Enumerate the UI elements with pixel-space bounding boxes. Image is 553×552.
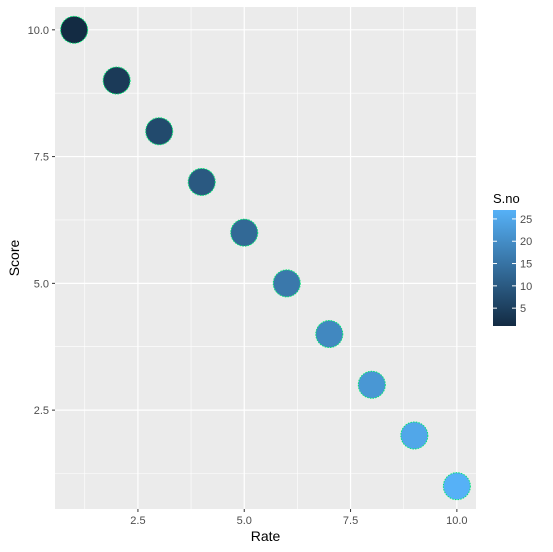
y-tick-label: 2.5 (34, 405, 49, 417)
x-axis-title: Rate (251, 528, 281, 544)
x-tick-label: 5.0 (237, 515, 252, 527)
grid-minor (55, 7, 476, 509)
legend-tick-label: 25 (520, 214, 532, 226)
legend-colorbar (493, 210, 516, 326)
data-point (230, 218, 259, 247)
data-point (60, 15, 89, 44)
data-point (102, 66, 131, 95)
data-points (60, 15, 471, 501)
data-point (272, 269, 301, 298)
data-point (187, 167, 216, 196)
legend-tick-label: 20 (520, 236, 532, 248)
grid-major (55, 7, 476, 509)
y-axis-title: Score (6, 240, 22, 277)
data-point (442, 472, 471, 501)
legend-tick-label: 10 (520, 281, 532, 293)
data-point (357, 370, 386, 399)
x-axis: 2.5 5.0 7.5 10.0 (130, 509, 468, 527)
legend-title: S.no (493, 191, 520, 206)
legend-tick-label: 15 (520, 259, 532, 271)
y-tick-label: 7.5 (34, 152, 49, 164)
data-point (400, 421, 429, 450)
color-legend: S.no 5 10 15 20 25 (493, 191, 532, 326)
legend-tick-label: 5 (520, 303, 526, 315)
y-tick-label: 5.0 (34, 278, 49, 290)
x-tick-label: 10.0 (446, 515, 467, 527)
x-tick-label: 7.5 (343, 515, 358, 527)
y-axis: 2.5 5.0 7.5 10.0 (28, 25, 55, 417)
data-point (145, 117, 174, 146)
y-tick-label: 10.0 (28, 25, 49, 37)
data-point (315, 320, 344, 349)
x-tick-label: 2.5 (130, 515, 145, 527)
